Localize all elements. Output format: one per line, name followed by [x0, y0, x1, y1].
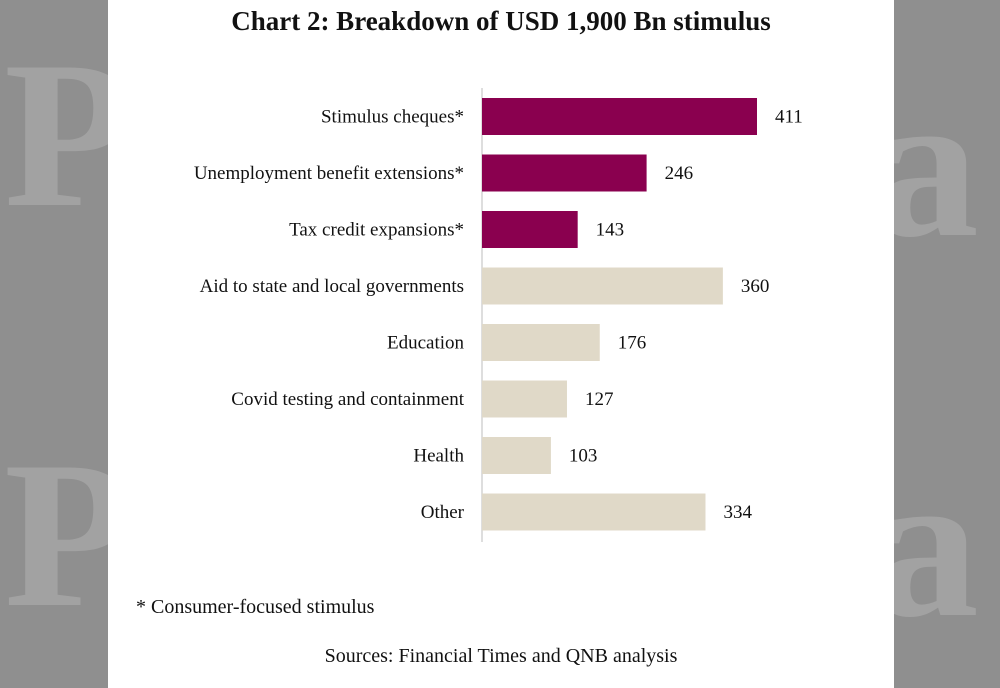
value-label: 143 [596, 220, 625, 241]
source-note: Sources: Financial Times and QNB analysi… [324, 645, 678, 667]
value-label: 334 [723, 502, 752, 523]
left-gray-margin: P P [0, 0, 108, 688]
bar [482, 324, 600, 361]
category-label: Aid to state and local governments [200, 276, 464, 297]
category-label: Covid testing and containment [231, 389, 464, 410]
footnote: * Consumer-focused stimulus [136, 596, 375, 618]
value-label: 103 [569, 446, 598, 467]
category-label: Other [421, 502, 465, 523]
bar [482, 267, 723, 305]
watermark-glyph: P [4, 419, 108, 651]
value-label: 127 [585, 389, 614, 410]
bar [482, 154, 647, 192]
watermark-glyph: a [894, 49, 979, 281]
value-label: 360 [741, 276, 770, 297]
value-label: 176 [618, 333, 647, 354]
watermark-glyph: P [4, 19, 108, 251]
category-label: Unemployment benefit extensions* [194, 163, 464, 184]
category-label: Tax credit expansions* [289, 220, 464, 241]
bar [482, 211, 578, 248]
right-gray-margin: a a [894, 0, 1000, 688]
category-label: Stimulus cheques* [321, 107, 464, 128]
category-label: Education [387, 333, 465, 354]
chart-title: Chart 2: Breakdown of USD 1,900 Bn stimu… [231, 6, 771, 36]
bar [482, 380, 567, 418]
value-label: 246 [665, 163, 694, 184]
value-label: 411 [775, 107, 803, 128]
watermark-glyph: a [894, 429, 979, 661]
bar [482, 98, 757, 135]
bar-chart: Stimulus cheques* 411 Unemployment benefit… [194, 88, 803, 542]
bar [482, 493, 706, 531]
bar [482, 437, 551, 474]
category-label: Health [413, 446, 464, 467]
chart-panel: Chart 2: Breakdown of USD 1,900 Bn stimu… [108, 0, 894, 688]
